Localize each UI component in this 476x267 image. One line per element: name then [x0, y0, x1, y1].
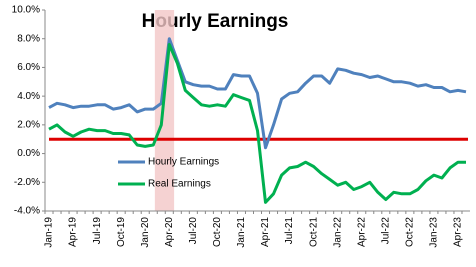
y-tick-label: 10.0%: [12, 5, 40, 16]
legend-label: Real Earnings: [148, 179, 211, 190]
x-tick-label: Jan-20: [140, 217, 151, 248]
x-tick-label: Apr-21: [260, 217, 271, 247]
x-tick-label: Oct-20: [212, 217, 223, 247]
x-tick-label: Apr-22: [356, 217, 367, 247]
x-tick-label: Jul-22: [380, 217, 391, 245]
shaded-period: [154, 10, 175, 211]
x-tick-label: Jan-21: [236, 217, 247, 248]
y-tick-label: 6.0%: [17, 62, 40, 73]
x-tick-label: Oct-21: [308, 217, 319, 247]
x-tick-label: Jan-19: [44, 217, 55, 248]
y-tick-label: 2.0%: [17, 119, 40, 130]
x-tick-label: Jan-22: [332, 217, 343, 248]
x-tick-label: Jul-19: [92, 217, 103, 245]
x-tick-label: Jan-23: [429, 217, 440, 248]
chart-title: Hourly Earnings: [142, 11, 289, 32]
series-line: [48, 43, 466, 204]
x-tick-label: Oct-22: [404, 217, 415, 247]
y-tick-label: -2.0%: [14, 177, 40, 188]
x-tick-label: Jul-20: [188, 217, 199, 245]
x-tick-label: Apr-23: [453, 217, 464, 247]
x-tick-label: Apr-19: [68, 217, 79, 247]
y-tick-label: 8.0%: [17, 33, 40, 44]
y-tick-label: 0.0%: [17, 148, 40, 159]
x-tick-label: Oct-19: [116, 217, 127, 247]
y-tick-label: -4.0%: [14, 206, 40, 217]
x-tick-label: Jul-21: [284, 217, 295, 245]
series-line: [48, 37, 467, 150]
y-tick-label: 4.0%: [17, 91, 40, 102]
x-tick-label: Apr-20: [164, 217, 175, 247]
legend-label: Hourly Earnings: [148, 157, 219, 168]
